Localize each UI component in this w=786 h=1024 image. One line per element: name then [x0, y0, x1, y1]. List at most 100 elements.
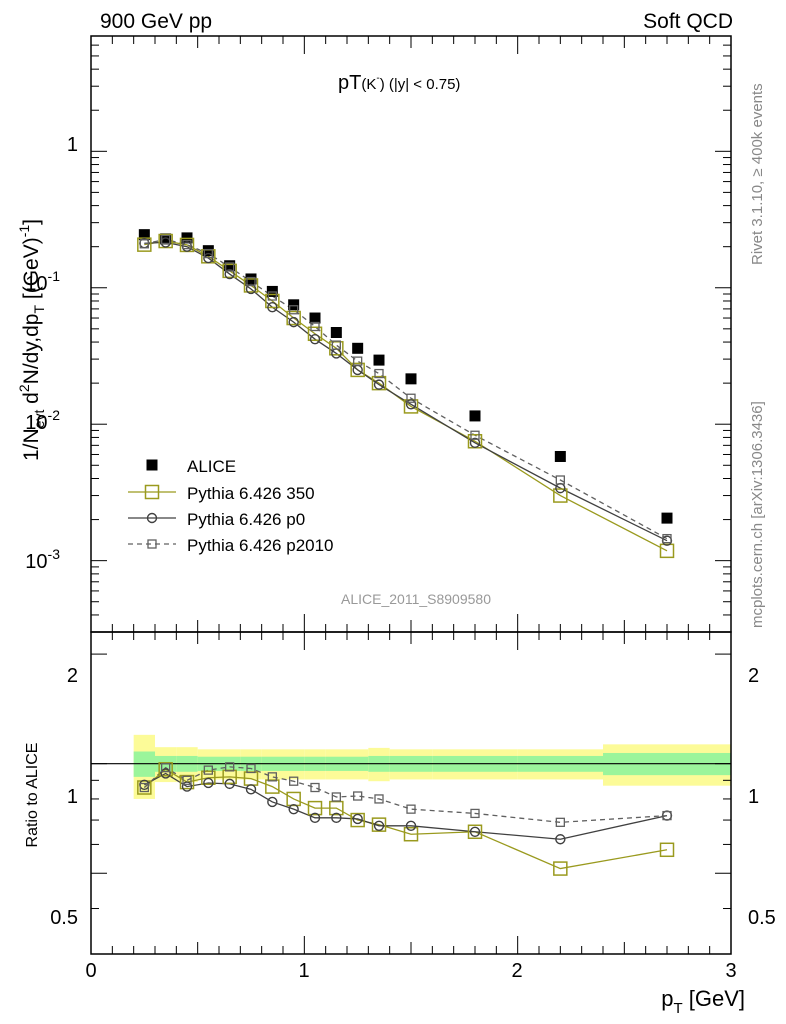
- ratio-uncertainty-bands: [133, 734, 731, 799]
- ratio-point: [555, 817, 565, 827]
- data-point: [331, 340, 341, 350]
- legend-symbol-pythia-p0: [128, 512, 176, 524]
- data-point: [555, 475, 565, 485]
- x-tick-label: 1: [298, 960, 309, 982]
- ratio-point: [371, 817, 387, 832]
- data-point: [139, 239, 149, 249]
- ratio-point: [203, 765, 213, 775]
- data-markers: [137, 229, 675, 876]
- legend-label-pythia-p0: Pythia 6.426 p0: [187, 510, 305, 529]
- ratio-point: [310, 782, 320, 793]
- ratio-y-tick-label-right: 1: [748, 786, 759, 808]
- series-line-main: [144, 238, 668, 540]
- series-lines: [143, 238, 668, 870]
- ratio-point: [181, 781, 193, 792]
- ratio-point: [331, 812, 342, 824]
- ratio-point: [659, 842, 675, 858]
- ratio-point: [373, 820, 385, 832]
- ratio-point: [137, 780, 152, 795]
- data-point: [307, 326, 323, 342]
- plot-title-sup: -: [376, 73, 379, 84]
- data-point: [469, 437, 481, 449]
- ratio-point: [201, 770, 216, 785]
- data-point: [288, 299, 300, 311]
- ratio-y-tick-label: 1: [67, 786, 78, 808]
- ratio-point: [286, 791, 301, 807]
- ratio-point: [225, 762, 235, 772]
- ratio-point: [267, 796, 278, 808]
- ratio-point: [246, 763, 256, 774]
- ratio-point: [161, 763, 171, 773]
- mcplots-label: mcplots.cern.ch [arXiv:1306.3436]: [749, 401, 766, 628]
- ratio-point: [470, 808, 480, 819]
- ratio-point: [662, 810, 672, 821]
- ratio-point: [467, 824, 483, 840]
- main-y-tick-label: 10-1: [25, 268, 60, 295]
- ratio-point: [352, 813, 363, 825]
- ratio-point: [245, 784, 257, 795]
- ratio-y-axis-label: Ratio to ALICE: [24, 743, 41, 848]
- header-left: 900 GeV pp: [100, 10, 212, 33]
- ratio-point: [289, 776, 299, 786]
- ratio-y-tick-label: 0.5: [50, 907, 78, 929]
- data-point: [373, 379, 385, 390]
- ratio-y-tick-label-right: 0.5: [748, 907, 776, 929]
- plot-title-main: pT: [338, 72, 361, 94]
- data-point: [350, 362, 365, 378]
- legend-label-alice: ALICE: [187, 457, 236, 476]
- data-point: [374, 368, 384, 379]
- data-point: [662, 533, 672, 544]
- plot-title: pT(K-) (|y| < 0.75): [338, 72, 460, 94]
- ratio-point: [265, 779, 280, 794]
- main-y-tick-label: 10-2: [25, 407, 60, 434]
- data-point: [353, 356, 363, 366]
- data-point: [138, 229, 150, 241]
- ratio-point: [307, 800, 323, 816]
- legend-symbol-pythia-350: [128, 484, 176, 500]
- ratio-y-tick-label: 2: [67, 665, 78, 687]
- data-point: [224, 268, 235, 280]
- data-point: [267, 302, 278, 313]
- ratio-point: [182, 775, 192, 785]
- series-line-ratio: [144, 772, 668, 840]
- ratio-y-tick-labels: 0.5 1 2 0.5 1 2: [50, 665, 776, 929]
- ratio-point: [553, 861, 568, 876]
- ratio-point: [267, 772, 277, 782]
- data-point: [161, 234, 171, 245]
- ratio-point: [374, 794, 384, 804]
- data-point: [222, 263, 237, 279]
- data-point: [310, 321, 320, 332]
- ratio-point: [288, 803, 299, 815]
- legend-marker: [147, 539, 157, 549]
- ratio-point: [331, 792, 341, 802]
- data-point: [160, 233, 172, 245]
- data-point: [405, 399, 417, 410]
- data-point: [406, 393, 416, 403]
- legend-symbol-alice: [146, 459, 158, 471]
- legend-symbol-pythia-p2010: [128, 539, 176, 549]
- data-point: [470, 430, 480, 440]
- legend-marker: [146, 459, 158, 471]
- legend-marker: [144, 484, 160, 500]
- legend-marker: [146, 512, 158, 524]
- data-point: [182, 239, 192, 250]
- data-point: [554, 450, 566, 462]
- ratio-point: [405, 820, 417, 832]
- rivet-label: Rivet 3.1.10, ≥ 400k events: [749, 83, 766, 265]
- legend-label-pythia-p2010: Pythia 6.426 p2010: [187, 536, 334, 555]
- ratio-point: [353, 791, 363, 801]
- series-line-main: [144, 240, 668, 552]
- data-point: [309, 312, 321, 324]
- data-point: [329, 341, 344, 356]
- plot-title-cut: ) (|y| < 0.75): [380, 76, 461, 93]
- ratio-point: [350, 812, 365, 828]
- ratio-point: [139, 782, 149, 793]
- data-point: [286, 310, 301, 326]
- data-point: [224, 260, 236, 272]
- data-point: [659, 543, 675, 559]
- data-point: [225, 262, 235, 272]
- ratio-y-tick-label-right: 2: [748, 665, 759, 687]
- data-point: [202, 245, 214, 257]
- data-point: [309, 333, 321, 345]
